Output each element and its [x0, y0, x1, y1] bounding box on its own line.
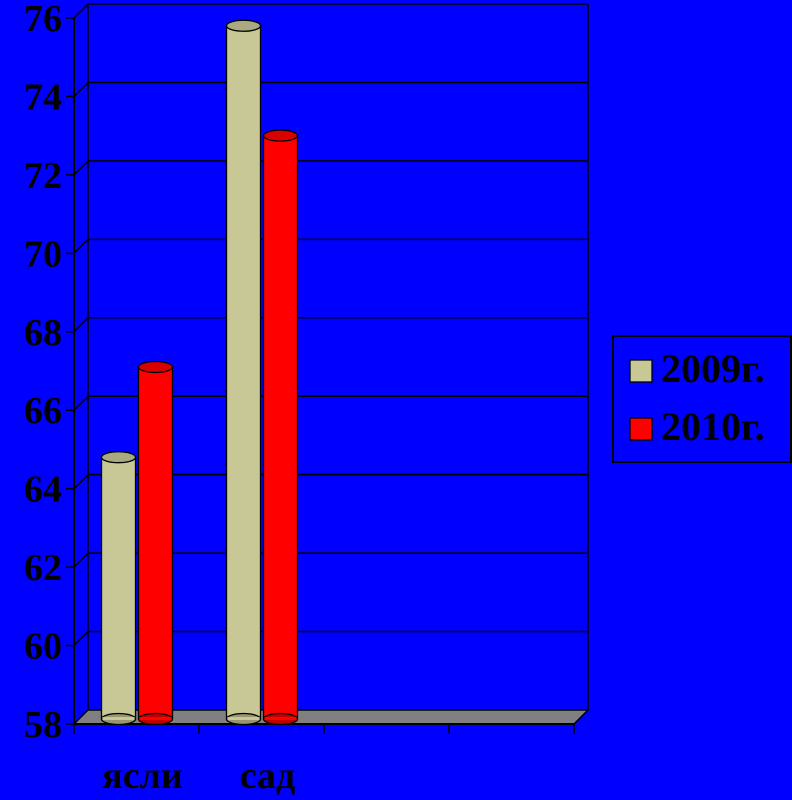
bar-top	[100, 451, 137, 464]
y-tick-label: 66	[24, 390, 62, 432]
bar	[137, 366, 174, 720]
bar-top	[262, 129, 299, 142]
bar-top	[137, 360, 174, 374]
bar-base-cover	[227, 717, 260, 720]
y-tick-label: 72	[24, 155, 62, 197]
bar	[262, 134, 299, 720]
bar-base-cover	[102, 717, 135, 720]
plot-area	[74, 4, 588, 724]
x-tick-label: сад	[240, 755, 296, 795]
bar-base-cover	[139, 717, 172, 720]
legend-box	[612, 335, 792, 463]
legend-swatch	[629, 359, 653, 383]
legend-label: 2010г.	[661, 404, 765, 449]
bar	[100, 456, 137, 720]
legend-swatch	[629, 417, 653, 441]
y-tick-label: 70	[24, 233, 62, 275]
bar-base-cover	[264, 717, 297, 720]
y-tick-label: 68	[24, 312, 62, 354]
y-tick-label: 58	[24, 704, 62, 746]
y-tick-label: 74	[24, 76, 62, 118]
bar	[225, 25, 262, 720]
x-tick-label: ясли	[102, 755, 183, 795]
y-tick-label: 62	[24, 547, 62, 589]
bar-top	[225, 19, 262, 32]
y-tick-label: 76	[24, 0, 62, 40]
y-tick-label: 64	[24, 469, 62, 511]
legend-label: 2009г.	[661, 346, 765, 391]
y-tick-label: 60	[24, 626, 62, 668]
